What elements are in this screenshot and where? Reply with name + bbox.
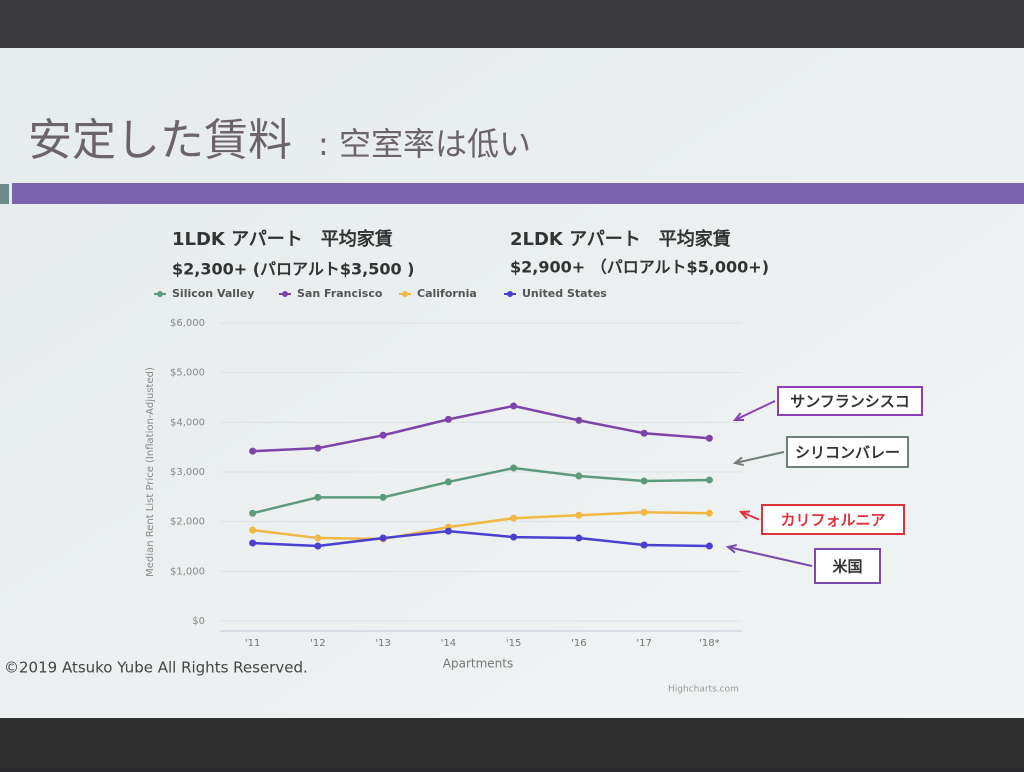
arrow-head [732, 412, 745, 422]
y-axis-label: Median Rent List Price (Inflation-Adjust… [145, 367, 156, 577]
y-tick-label: $2,000 [170, 517, 205, 528]
point [314, 444, 322, 452]
series-line [252, 466, 710, 515]
point [249, 447, 257, 455]
point [249, 539, 257, 547]
legend-marker [157, 291, 163, 297]
point [575, 416, 583, 424]
annotation-box [786, 436, 909, 468]
point [510, 514, 518, 522]
series-line [252, 510, 710, 541]
point [314, 534, 322, 542]
annotation-arrow [727, 546, 813, 567]
annotation-arrow [734, 400, 776, 421]
price: $2,900+ （パロアルト$5,000+) [510, 258, 769, 277]
heading: 1LDK アパート 平均家賃 [172, 228, 393, 250]
point [640, 477, 648, 485]
annotation-text: サンフランシスコ [790, 393, 910, 411]
point [444, 478, 452, 486]
y-tick-label: $1,000 [170, 566, 205, 577]
annotation-box [761, 504, 905, 535]
legend-label: San Francisco [297, 287, 383, 300]
heading: 2LDK アパート 平均家賃 [510, 228, 731, 250]
legend-marker [507, 291, 513, 297]
slide-subtitle: : 空室率は低い [318, 125, 531, 163]
y-tick-label: $4,000 [170, 417, 205, 428]
copyright: ©2019 Atsuko Yube All Rights Reserved. [4, 659, 308, 677]
legend-label: California [417, 287, 477, 300]
annotation-box [814, 548, 881, 584]
x-tick-label: '12 [310, 638, 325, 649]
point [575, 511, 583, 519]
point [705, 509, 713, 517]
point [640, 508, 648, 516]
annotation-text: 米国 [832, 558, 862, 576]
point [510, 402, 518, 410]
point [379, 431, 387, 439]
credit: Highcharts.com [668, 685, 739, 695]
annotation-arrow [740, 511, 760, 521]
y-tick-label: $3,000 [170, 467, 205, 478]
top-band [0, 0, 1024, 50]
arrow-head [732, 456, 744, 467]
series-line [252, 404, 710, 453]
point [575, 472, 583, 480]
x-tick-label: '16 [571, 638, 586, 649]
point [705, 434, 713, 442]
point [314, 542, 322, 550]
legend-marker [282, 291, 288, 297]
x-tick-label: '13 [375, 638, 390, 649]
price: $2,300+ (パロアルト$3,500 ) [172, 260, 415, 279]
x-axis-label: Apartments [443, 657, 513, 671]
point [640, 541, 648, 549]
x-tick-label: '17 [636, 638, 651, 649]
point [444, 527, 452, 535]
annotation-text: カリフォルニア [780, 511, 885, 529]
annotation-text: シリコンバレー [795, 444, 900, 462]
point [705, 476, 713, 484]
point [575, 534, 583, 542]
slide [0, 48, 1024, 720]
x-tick-label: '14 [441, 638, 456, 649]
x-tick-label: '15 [506, 638, 521, 649]
title-bar [12, 183, 1024, 204]
legend-label: United States [522, 287, 607, 300]
point [510, 533, 518, 541]
annotation-box [777, 386, 923, 416]
point [640, 429, 648, 437]
y-tick-label: $5,000 [170, 368, 205, 379]
point [379, 534, 387, 542]
series-line [252, 529, 710, 548]
point [249, 526, 257, 534]
arrow-head [738, 510, 751, 520]
annotation-arrow [734, 451, 785, 464]
x-tick-label: '11 [245, 638, 260, 649]
point [444, 415, 452, 423]
arrow-head [725, 543, 737, 554]
point [379, 493, 387, 501]
x-tick-label: '18* [699, 638, 719, 649]
point [705, 542, 713, 550]
point [249, 509, 257, 517]
legend-marker [402, 291, 408, 297]
slide-title: 安定した賃料 [28, 115, 292, 166]
legend-label: Silicon Valley [172, 287, 254, 300]
y-tick-label: $6,000 [170, 318, 205, 329]
bottom-band [0, 718, 1024, 768]
point [510, 464, 518, 472]
point [314, 493, 322, 501]
y-tick-label: $0 [192, 616, 205, 627]
accent [0, 184, 9, 204]
